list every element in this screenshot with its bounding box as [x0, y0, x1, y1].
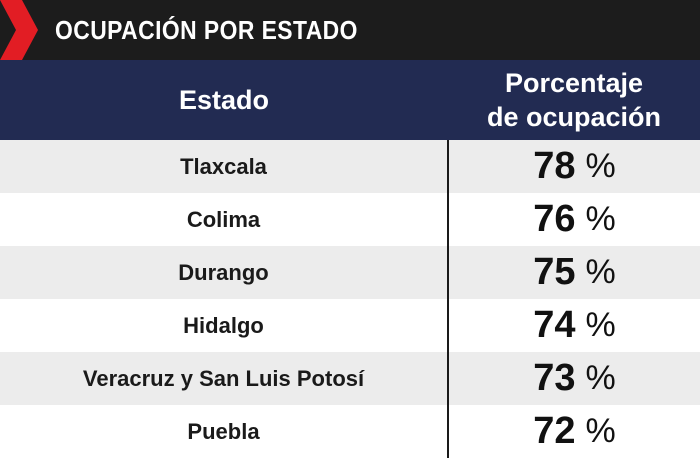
percentage-value: 75: [533, 251, 576, 293]
percentage-value: 74: [533, 304, 576, 346]
chevron-right-icon: [0, 0, 38, 60]
column-header-state: Estado: [178, 84, 270, 115]
table-header: Estado Porcentaje de ocupación: [0, 60, 700, 140]
percent-symbol: %: [585, 253, 616, 291]
occupancy-percentage: 73%: [449, 352, 700, 405]
table-body: Tlaxcala 78% Colima 76% Durango 75% Hidalgo 74%…: [0, 140, 700, 458]
title-banner: OCUPACIÓN POR ESTADO: [0, 0, 700, 60]
occupancy-percentage: 72%: [449, 405, 700, 458]
percent-symbol: %: [585, 147, 616, 185]
percent-symbol: %: [585, 200, 616, 238]
percentage-value: 72: [533, 410, 576, 452]
table-row: Durango 75%: [0, 246, 700, 299]
table-row: Hidalgo 74%: [0, 299, 700, 352]
state-name: Tlaxcala: [0, 140, 449, 193]
state-name: Durango: [0, 246, 449, 299]
occupancy-percentage: 74%: [449, 299, 700, 352]
state-name: Puebla: [0, 405, 449, 458]
percentage-value: 78: [533, 145, 576, 187]
percent-symbol: %: [585, 412, 616, 450]
page-title: OCUPACIÓN POR ESTADO: [55, 15, 358, 45]
occupancy-percentage: 76%: [449, 193, 700, 246]
percent-symbol: %: [585, 359, 616, 397]
column-header-percentage-line1: Porcentaje: [504, 68, 644, 98]
occupancy-percentage: 78%: [449, 140, 700, 193]
percentage-value: 73: [533, 357, 576, 399]
state-name: Hidalgo: [0, 299, 449, 352]
table-row: Colima 76%: [0, 193, 700, 246]
table-row: Puebla 72%: [0, 405, 700, 458]
column-header-percentage: Porcentaje de ocupación: [448, 60, 700, 140]
table-row: Tlaxcala 78%: [0, 140, 700, 193]
state-name: Colima: [0, 193, 449, 246]
percentage-value: 76: [533, 198, 576, 240]
state-name: Veracruz y San Luis Potosí: [0, 352, 449, 405]
occupancy-percentage: 75%: [449, 246, 700, 299]
percent-symbol: %: [585, 306, 616, 344]
column-header-percentage-line2: de ocupación: [486, 102, 662, 132]
table-row: Veracruz y San Luis Potosí 73%: [0, 352, 700, 405]
